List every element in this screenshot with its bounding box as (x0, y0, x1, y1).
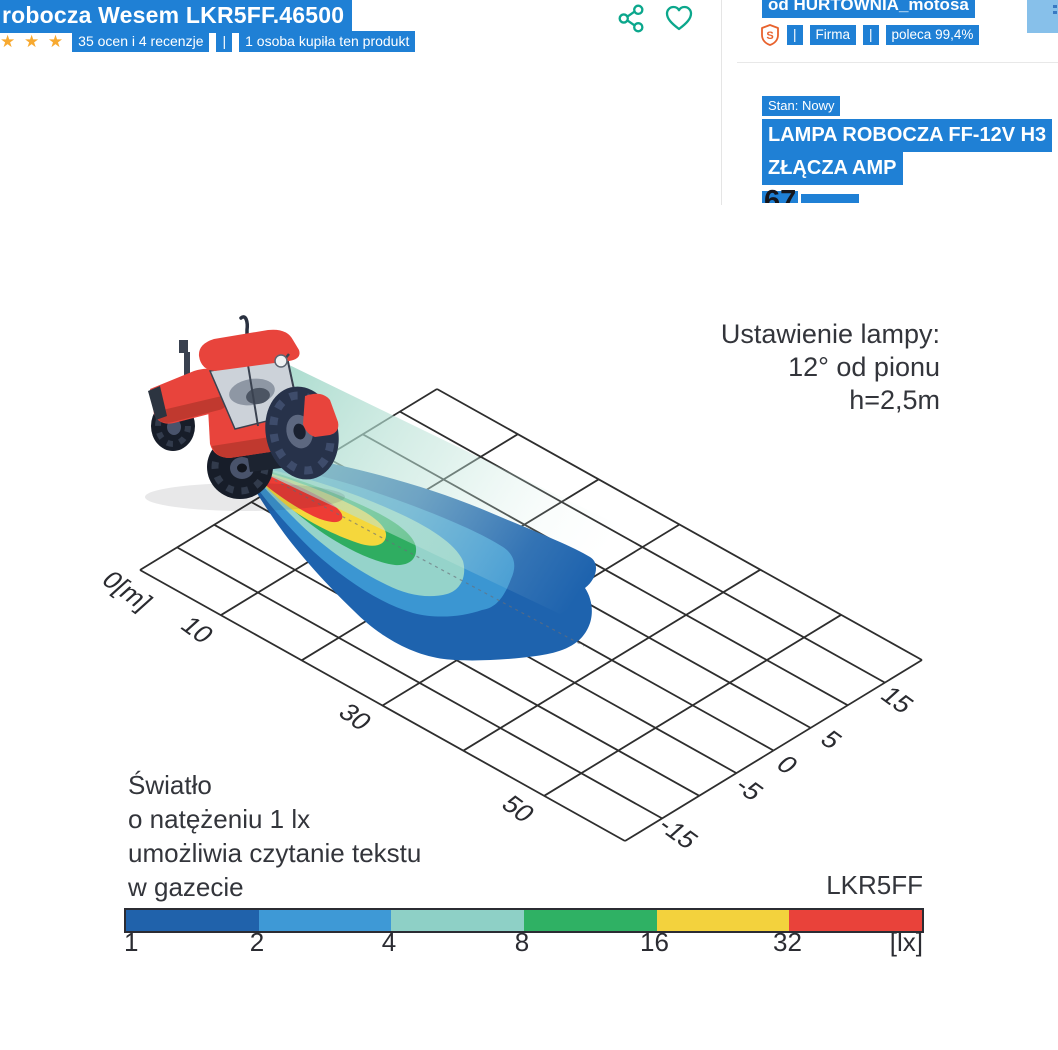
seller-recommend: poleca 99,4% (885, 25, 980, 45)
scale-label: 2 (249, 927, 265, 957)
light-beam (253, 361, 668, 614)
beam-centerline (249, 466, 585, 647)
price-selection-block (801, 194, 860, 203)
scale-segment (656, 910, 790, 931)
seller-link[interactable]: od HURTOWNIA_motosa (762, 0, 975, 18)
purchases-text: 1 osoba kupiła ten produkt (239, 31, 416, 52)
scale-segment (391, 910, 525, 931)
scale-segment (524, 910, 657, 931)
badge-separator: | (787, 25, 803, 45)
seller-badges: S | Firma | poleca 99,4% (760, 24, 980, 46)
scale-unit-label: [lx] (889, 927, 923, 957)
svg-text:S: S (766, 30, 773, 42)
other-offer-link[interactable]: LAMPA ROBOCZA FF-12V H3 ZŁĄCZA AMP (762, 119, 1053, 185)
heart-icon (665, 5, 693, 31)
vertical-divider (721, 0, 722, 205)
scale-label: 8 (514, 927, 530, 957)
share-icon (618, 4, 644, 33)
hood-shade (154, 396, 227, 423)
tractor-illustration (145, 315, 345, 511)
rating-row: ★ ★ ★ 35 ocen i 4 recenzje | 1 osoba kup… (0, 31, 416, 52)
lux-scale-bar (124, 908, 924, 933)
left-fender-shade (212, 436, 281, 458)
scale-label: 1 (124, 927, 139, 957)
horizontal-divider (737, 62, 1058, 63)
grille (148, 386, 167, 420)
thumbnail-corner[interactable] (1027, 0, 1058, 33)
price-value: 67 (762, 185, 799, 203)
model-label: LKR5FF (826, 870, 923, 900)
share-button[interactable] (616, 3, 647, 34)
scale-label: 16 (640, 927, 669, 957)
right-fender (303, 393, 339, 437)
lamp-setup-annotation: Ustawienie lampy: 12° od pionu h=2,5m (720, 319, 940, 415)
work-lamp (274, 354, 288, 368)
offer-title-line2: ZŁĄCZA AMP (762, 152, 903, 185)
favorite-button[interactable] (663, 2, 695, 34)
thumbnail-mark (1053, 11, 1057, 14)
lux-explanation-annotation: Światło o natężeniu 1 lx umożliwia czyta… (128, 770, 422, 902)
isolux-contours (246, 459, 597, 661)
offer-title-line1: LAMPA ROBOCZA FF-12V H3 (762, 119, 1053, 152)
exhaust-pipe (239, 315, 249, 354)
scale-segment (789, 910, 923, 931)
mirror (179, 340, 188, 353)
offer-price-clipped: 67 (762, 185, 860, 203)
super-seller-icon: S (761, 24, 779, 46)
contour-32lx (257, 471, 343, 523)
ratings-link[interactable]: 35 ocen i 4 recenzje (72, 31, 210, 52)
seller-type: Firma (809, 25, 857, 45)
scale-segment (126, 910, 259, 931)
rating-separator: | (216, 31, 233, 52)
condition-badge: Stan: Nowy (762, 96, 841, 116)
badge-separator: | (863, 25, 879, 45)
scale-label: 32 (773, 927, 802, 957)
thumbnail-mark (1053, 5, 1057, 8)
product-title: robocza Wesem LKR5FF.46500 (0, 0, 353, 33)
scale-label: 4 (381, 927, 397, 957)
scale-segment (258, 910, 392, 931)
star-rating-icon: ★ ★ ★ (0, 31, 66, 51)
